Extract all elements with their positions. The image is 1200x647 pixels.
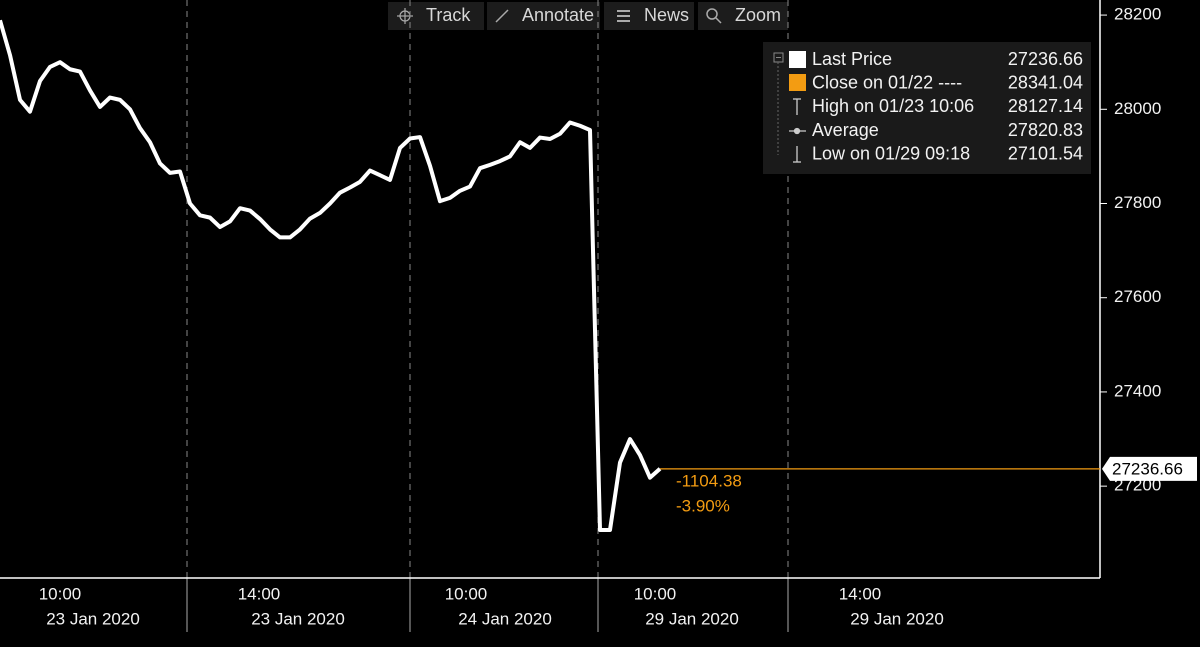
toolbar-label: News (644, 5, 689, 25)
legend-name: Average (812, 120, 879, 140)
legend-name: High on 01/23 10:06 (812, 96, 974, 116)
y-tick-label: 27800 (1114, 193, 1161, 212)
zoom-button[interactable] (698, 2, 788, 30)
toolbar-label: Track (426, 5, 471, 25)
legend-value: 28341.04 (1008, 72, 1083, 92)
legend-box (763, 42, 1091, 174)
zoom-icon (706, 8, 722, 24)
annotate-icon (495, 9, 509, 23)
change-label: -3.90% (676, 496, 730, 515)
last-price-label: 27236.66 (1112, 459, 1183, 478)
legend-name: Last Price (812, 49, 892, 69)
x-tick-date: 23 Jan 2020 (251, 609, 345, 628)
legend-value: 28127.14 (1008, 96, 1083, 116)
change-label: -1104.38 (676, 471, 742, 490)
toolbar-label: Zoom (735, 5, 781, 25)
y-tick-label: 28000 (1114, 99, 1161, 118)
legend: Last Price 27236.66 Close on 01/22 ---- 283… (763, 42, 1091, 174)
annotate-button[interactable] (487, 2, 600, 30)
legend-glyphs (789, 98, 806, 163)
x-tick-date: 29 Jan 2020 (645, 609, 739, 628)
x-tick-time: 14:00 (238, 584, 281, 603)
y-tick-label: 27600 (1114, 287, 1161, 306)
x-tick-date: 24 Jan 2020 (458, 609, 552, 628)
x-tick-date: 23 Jan 2020 (46, 609, 140, 628)
x-tick-date: 29 Jan 2020 (850, 609, 944, 628)
toolbar: Track Annotate News Zoom (388, 2, 788, 30)
last-price-tag (1102, 456, 1197, 481)
y-tick-label: 27400 (1114, 381, 1161, 400)
x-tick-time: 10:00 (39, 584, 82, 603)
x-tick-time: 14:00 (839, 584, 882, 603)
x-tick-time: 10:00 (445, 584, 488, 603)
news-icon (617, 10, 630, 22)
legend-swatch (789, 74, 806, 91)
legend-value: 27236.66 (1008, 49, 1083, 69)
legend-name: Close on 01/22 ---- (812, 72, 962, 92)
legend-value: 27101.54 (1008, 144, 1083, 164)
legend-swatch (789, 51, 806, 68)
x-tick-time: 10:00 (634, 584, 677, 603)
y-tick-label: 28200 (1114, 5, 1161, 24)
legend-value: 27820.83 (1008, 120, 1083, 140)
legend-name: Low on 01/29 09:18 (812, 144, 970, 164)
toolbar-label: Annotate (522, 5, 594, 25)
price-line (0, 19, 662, 532)
